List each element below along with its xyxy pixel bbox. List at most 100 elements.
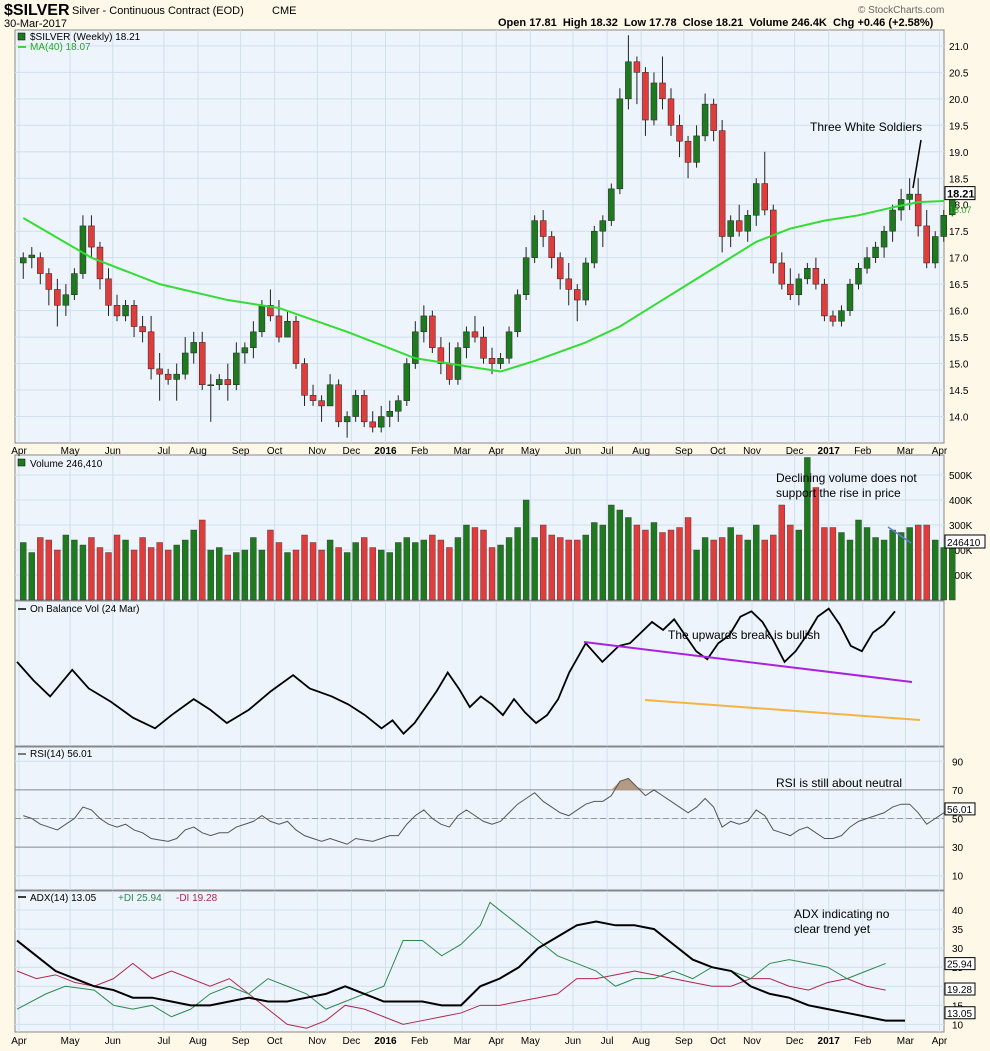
candle-body — [505, 331, 513, 359]
volume-bar — [667, 529, 675, 601]
volume-bar — [182, 539, 189, 601]
candle-body — [292, 320, 300, 364]
volume-bar — [522, 499, 530, 601]
price-x-label: Nov — [743, 446, 761, 457]
panel-adx — [14, 890, 945, 1033]
rsi-annotation: RSI is still about neutral — [776, 776, 902, 790]
candle-body — [616, 98, 624, 190]
chg-value: +0.46 (+2.58%) — [857, 17, 934, 29]
volume-bar — [326, 539, 334, 601]
price-x-label: Feb — [411, 446, 429, 457]
adx-tag: 25.94 — [947, 960, 972, 971]
price-x-label: 2016 — [374, 446, 397, 457]
adx-x-label: May — [521, 1036, 540, 1047]
plus-di-line — [16, 901, 886, 1018]
volume-bar — [591, 522, 598, 601]
price-tick-label: 20.0 — [949, 95, 969, 106]
adx-tag-box — [944, 982, 976, 996]
candle-body — [463, 331, 470, 348]
volume-bar — [173, 544, 180, 601]
brand-label: © StockCharts.com — [858, 5, 945, 16]
volume-bar — [258, 549, 266, 601]
volume-bar — [28, 552, 35, 601]
price-x-label: Mar — [897, 446, 915, 457]
adx-x-label: Aug — [189, 1036, 207, 1047]
volume-bar — [241, 549, 249, 601]
candle-body — [574, 289, 581, 301]
candle-body — [906, 193, 913, 200]
volume-bar — [275, 542, 283, 601]
volume-bar — [770, 534, 777, 601]
volume-bar — [897, 532, 905, 601]
volume-bar — [71, 539, 78, 601]
adx-tag: 13.05 — [947, 1009, 972, 1020]
volume-bar — [420, 539, 428, 601]
volume-bar — [284, 552, 291, 601]
price-tick-label: 21.0 — [949, 42, 969, 53]
candle-body — [267, 305, 274, 317]
exchange-label: CME — [272, 5, 297, 17]
adx-x-label: Apr — [489, 1036, 505, 1047]
candle-body — [659, 82, 666, 100]
volume-bar — [207, 549, 214, 601]
candle-body — [625, 61, 632, 100]
chg-label: Chg — [833, 17, 855, 29]
candle-body — [360, 395, 368, 423]
candle-body — [275, 315, 283, 338]
volume-label: Volume — [749, 17, 789, 29]
candle-body — [105, 278, 112, 306]
candle-body — [582, 262, 590, 301]
panel-obv — [14, 600, 945, 747]
candle-body — [352, 395, 359, 417]
adx-tag: 19.28 — [947, 985, 972, 996]
price-tick-label: 15.0 — [949, 360, 969, 371]
candle-body — [539, 220, 547, 237]
volume-bar — [216, 547, 223, 601]
volume-bar — [403, 537, 410, 601]
volume-bar — [872, 537, 879, 601]
volume-bar — [105, 552, 112, 601]
price-tick-label: 16.0 — [949, 307, 969, 318]
volume-bar — [949, 539, 956, 601]
last-price-tag: 18.21 — [947, 189, 975, 201]
volume-bar — [846, 539, 854, 601]
candle-body — [88, 225, 95, 248]
candle-body — [28, 254, 36, 258]
candle-body — [488, 358, 496, 364]
ma40-line — [22, 200, 944, 373]
candle-body — [735, 220, 743, 232]
price-x-label: Jun — [565, 446, 581, 457]
candle-body — [207, 384, 214, 387]
adx-tick-label: 30 — [952, 944, 964, 955]
volume-bar — [932, 539, 939, 601]
volume-bar — [360, 537, 368, 601]
volume-bar — [412, 542, 419, 601]
price-x-label: Apr — [11, 446, 27, 457]
obv-orange-trendline — [644, 699, 921, 721]
price-tick-label: 15.5 — [949, 333, 969, 344]
adx-x-label: Dec — [342, 1036, 360, 1047]
adx-x-label: Feb — [854, 1036, 872, 1047]
candle-body — [309, 395, 317, 401]
price-x-label: May — [521, 446, 540, 457]
volume-bar — [199, 519, 206, 601]
candle-body — [514, 294, 521, 333]
volume-bar — [164, 549, 172, 601]
candle-body — [608, 188, 615, 221]
price-x-label: Jul — [601, 446, 614, 457]
candle-body — [54, 289, 61, 306]
volume-bar — [454, 537, 462, 601]
price-x-label: Jul — [157, 446, 170, 457]
volume-bar — [914, 524, 922, 601]
candle-body — [846, 283, 854, 311]
volume-bar — [113, 534, 121, 601]
candle-body — [233, 352, 240, 386]
adx-x-label: Oct — [267, 1036, 283, 1047]
adx-x-label: Sep — [232, 1036, 250, 1047]
rsi-tick-label: 30 — [952, 843, 964, 854]
volume-bar — [838, 532, 845, 601]
close-value: 18.21 — [715, 17, 744, 29]
rsi-tick-label: 90 — [952, 757, 964, 768]
volume-bar — [45, 539, 53, 601]
volume-bar — [292, 549, 300, 601]
